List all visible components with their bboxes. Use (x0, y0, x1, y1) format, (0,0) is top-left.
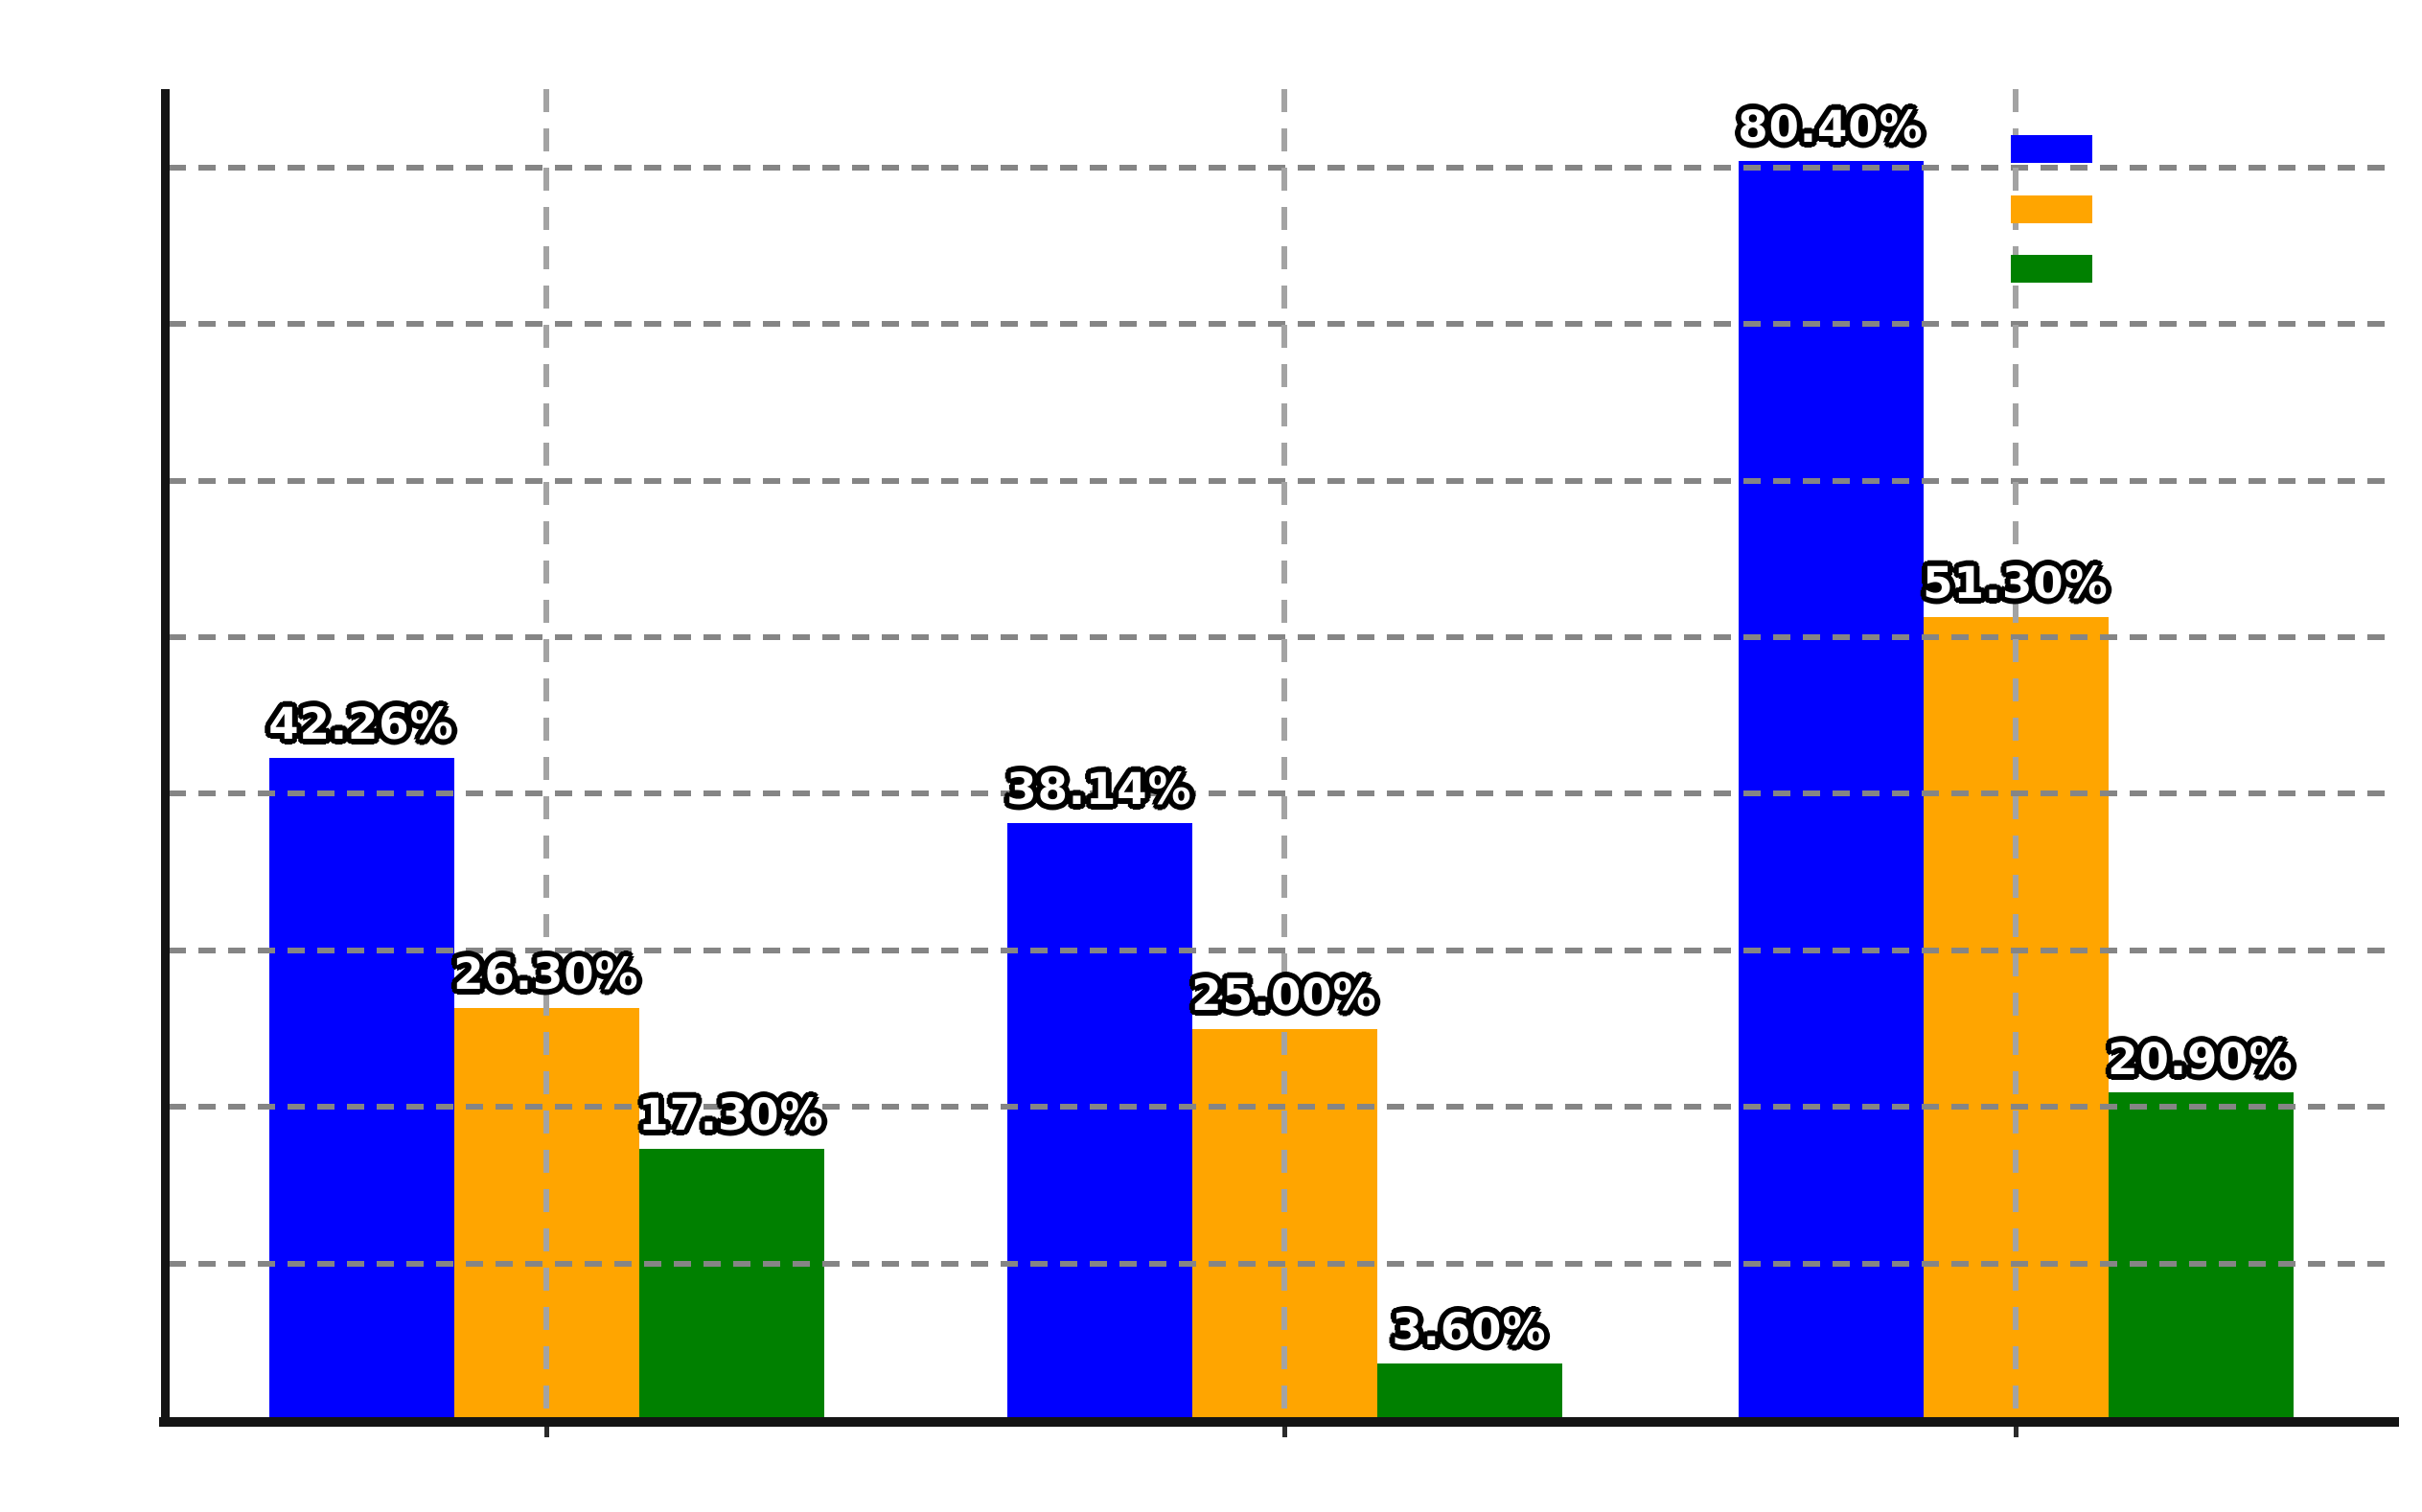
bar (1006, 822, 1192, 1420)
bar (1738, 161, 1924, 1420)
y-axis-spine (161, 89, 170, 1426)
x-axis-spine (159, 1417, 2399, 1427)
x-axis-tick (2014, 1427, 2018, 1437)
bar-value-label: 26.30% (453, 949, 639, 1000)
legend-swatch (2011, 255, 2092, 283)
x-axis-tick (1282, 1427, 1287, 1437)
vertical-gridline (1281, 89, 1287, 1416)
vertical-gridline (543, 89, 549, 1416)
vertical-gridline (2013, 89, 2018, 1416)
bar-value-label: 3.60% (1392, 1304, 1547, 1356)
bar-value-label: 80.40% (1738, 102, 1924, 153)
x-axis-tick (544, 1427, 549, 1437)
bar (1376, 1363, 1562, 1420)
bar-value-label: 38.14% (1006, 763, 1192, 814)
legend-swatch (2011, 195, 2092, 223)
bar-value-label: 51.30% (1923, 557, 2109, 608)
bar (638, 1149, 824, 1420)
bar (2108, 1092, 2294, 1420)
bar-value-label: 17.30% (638, 1089, 824, 1141)
bar (268, 758, 454, 1420)
bar-value-label: 25.00% (1191, 969, 1377, 1020)
bar-value-label: 20.90% (2108, 1033, 2294, 1085)
legend-swatch (2011, 135, 2092, 163)
bar-value-label: 42.26% (268, 699, 454, 750)
